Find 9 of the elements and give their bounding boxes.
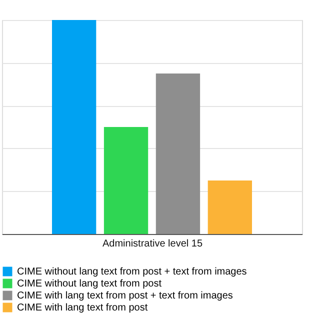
bar [104,127,148,234]
legend-label: CIME without lang text from post + text from images [17,266,247,278]
legend-label: CIME without lang text from post [17,278,162,290]
bar [208,180,252,234]
x-axis-title: Administrative level 15 [102,238,203,250]
bar [156,74,200,234]
legend-label: CIME with lang text from post + text from images [17,290,233,302]
legend-label: CIME with lang text from post [17,302,148,314]
bar [52,20,96,234]
